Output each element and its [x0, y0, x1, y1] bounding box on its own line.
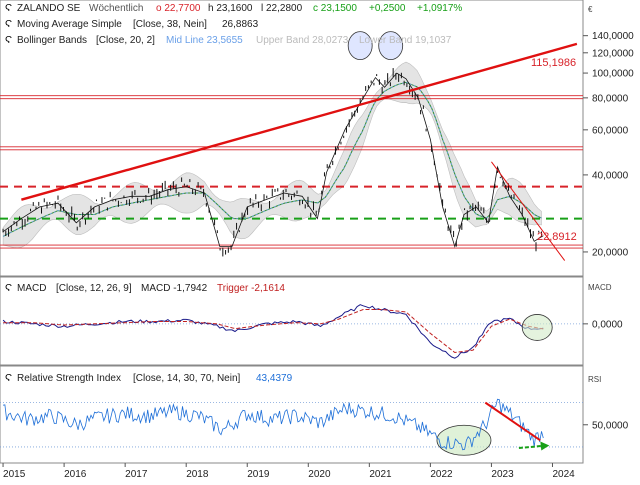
legend-bb-name: Bollinger Bands	[17, 35, 87, 46]
price-axis-label: 120,0000	[592, 48, 634, 59]
legend-rsi-value: 43,4379	[256, 373, 293, 384]
rsi-legend: Ϛ Relative Strength Index [Close, 14, 30…	[5, 373, 293, 384]
price-line	[2, 72, 544, 248]
legend-ticker: ZALANDO SE	[17, 3, 81, 14]
legend-bb-params: [Close, 20, 2]	[96, 35, 155, 46]
x-axis-label: 2020	[308, 469, 331, 480]
price-bars	[2, 68, 542, 257]
trigger-line	[3, 309, 544, 354]
macd-axis-label: 0,0000	[592, 319, 623, 330]
legend-bollinger: Ϛ Bollinger Bands [Close, 20, 2] Mid Lin…	[5, 35, 452, 46]
sma-line	[2, 81, 542, 237]
legend-interval: Wöchentlich	[89, 3, 143, 14]
legend-bb-lower: Lower Band 19,1037	[359, 35, 452, 46]
price-panel[interactable]: € Ϛ ZALANDO SE Wöchentlich o 22,7700 h 2…	[0, 0, 593, 277]
legend-open: o 22,7700	[156, 3, 201, 14]
currency-marker: €	[588, 5, 593, 14]
price-axis-label: 20,0000	[592, 247, 629, 258]
macd-panel-label: MACD	[588, 283, 612, 292]
legend-change-pct: +1,0917%	[417, 3, 462, 14]
legend-high: h 23,1600	[208, 3, 253, 14]
legend-swatch-icon: Ϛ	[5, 373, 12, 384]
x-axis: 2015 2016 2017 2018 2019 2020 2021 2022 2023 2024	[2, 463, 575, 480]
rsi-panel[interactable]: Ϛ Relative Strength Index [Close, 14, 30…	[0, 365, 601, 464]
rsi-arrow-shaft	[518, 444, 544, 450]
legend-close: c 23,1500	[313, 3, 357, 14]
legend-sma-value: 26,8863	[222, 19, 259, 30]
macd-highlight-ellipse	[521, 314, 553, 341]
legend-macd-value: MACD -1,7942	[141, 283, 208, 294]
price-axis-label: 40,0000	[592, 170, 629, 181]
x-axis-label: 2017	[125, 469, 148, 480]
rsi-arrow-head-icon	[540, 441, 550, 451]
legend-ohlc: Ϛ ZALANDO SE Wöchentlich o 22,7700 h 23,…	[5, 3, 462, 14]
x-axis-label: 2024	[552, 469, 575, 480]
legend-low: l 22,2800	[261, 3, 303, 14]
x-axis-label: 2015	[3, 469, 26, 480]
rsi-highlight-ellipse	[436, 424, 492, 456]
legend-swatch-icon: Ϛ	[5, 19, 12, 30]
macd-legend: Ϛ MACD [Close, 12, 26, 9] MACD -1,7942 T…	[5, 283, 285, 294]
trendline-1	[491, 161, 566, 261]
price-axis-label: 80,0000	[592, 93, 629, 104]
x-axis-label: 2022	[430, 469, 453, 480]
x-axis-label: 2021	[369, 469, 392, 480]
legend-sma-params: [Close, 38, Nein]	[133, 19, 207, 30]
legend-macd-params: [Close, 12, 26, 9]	[56, 283, 132, 294]
legend-sma: Ϛ Moving Average Simple [Close, 38, Nein…	[5, 19, 259, 30]
legend-rsi-params: [Close, 14, 30, 70, Nein]	[133, 373, 241, 384]
legend-macd-name: MACD	[17, 283, 46, 294]
trendline-0	[21, 42, 578, 201]
legend-swatch-icon: Ϛ	[5, 35, 12, 46]
x-axis-label: 2023	[491, 469, 514, 480]
legend-swatch-icon: Ϛ	[5, 283, 12, 294]
double-top-marker-0	[347, 31, 373, 61]
legend-sma-name: Moving Average Simple	[17, 19, 122, 30]
macd-line	[2, 304, 544, 359]
x-axis-label: 2019	[247, 469, 270, 480]
legend-rsi-name: Relative Strength Index	[17, 373, 121, 384]
price-legend: Ϛ ZALANDO SE Wöchentlich o 22,7700 h 23,…	[5, 3, 462, 46]
rsi-panel-label: RSI	[588, 375, 601, 384]
macd-panel[interactable]: Ϛ MACD [Close, 12, 26, 9] MACD -1,7942 T…	[0, 276, 612, 366]
legend-bb-upper: Upper Band 28,0273	[256, 35, 349, 46]
legend-trigger-value: Trigger -2,1614	[217, 283, 285, 294]
price-axis-label: 60,0000	[592, 125, 629, 136]
price-axis-label: 100,0000	[592, 69, 634, 80]
x-axis-label: 2016	[64, 469, 87, 480]
annotation-last-value: 22,8912	[537, 231, 577, 243]
x-axis-label: 2018	[186, 469, 209, 480]
double-top-marker-1	[378, 31, 404, 61]
rsi-trendline-0	[484, 401, 541, 442]
y-axis: 140,0000 120,0000 100,0000 80,0000 60,0000 40…	[583, 31, 634, 431]
rsi-line	[3, 398, 544, 451]
price-axis-label: 140,0000	[592, 31, 634, 42]
legend-bb-mid: Mid Line 23,5655	[166, 35, 243, 46]
rsi-axis-label: 50,0000	[592, 420, 629, 431]
annotation-resistance-value: 115,1986	[531, 57, 576, 69]
legend-change: +0,2500	[369, 3, 406, 14]
legend-swatch-icon: Ϛ	[5, 3, 12, 14]
